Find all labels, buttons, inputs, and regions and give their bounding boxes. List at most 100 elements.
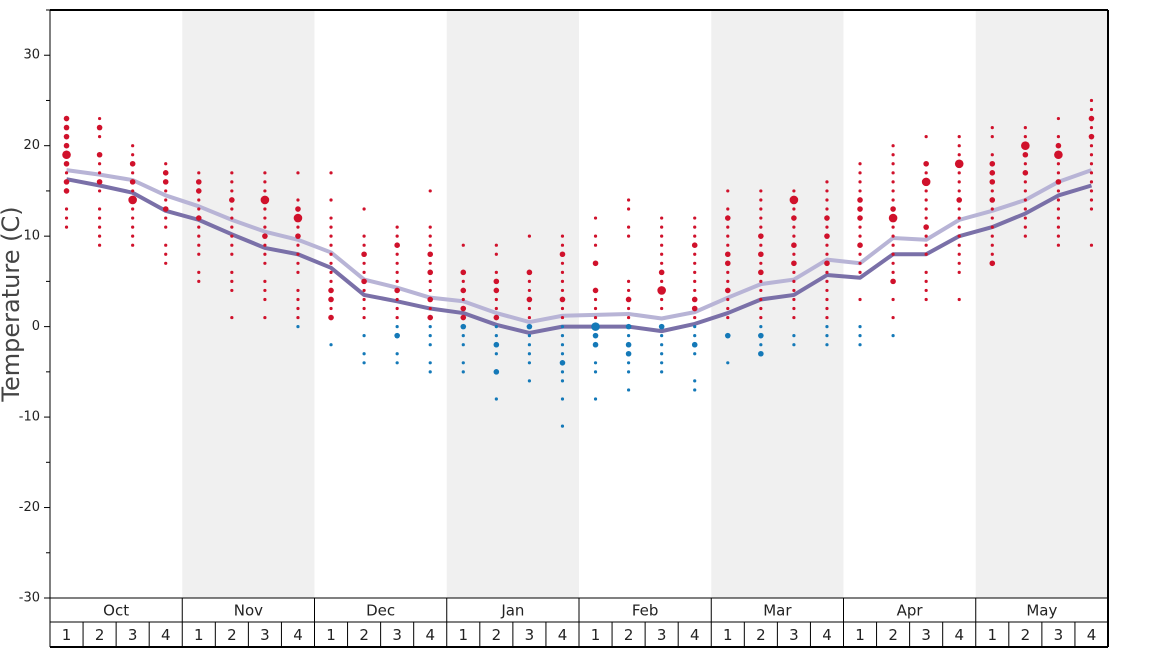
temperature-dot xyxy=(559,296,566,303)
temperature-dot xyxy=(428,225,432,229)
temperature-dot xyxy=(626,225,631,229)
temperature-dot xyxy=(592,332,599,339)
temperature-dot xyxy=(891,334,895,338)
temperature-dot xyxy=(924,279,928,283)
temperature-dot xyxy=(660,334,664,338)
temperature-dot xyxy=(263,252,267,256)
temperature-dot xyxy=(626,370,631,374)
temperature-dot xyxy=(97,243,102,247)
temperature-dot xyxy=(693,288,697,293)
temperature-dot xyxy=(990,243,994,247)
temperature-dot xyxy=(260,195,270,205)
temperature-dot xyxy=(759,306,763,311)
temperature-dot xyxy=(97,234,102,238)
temperature-dot xyxy=(527,379,532,383)
temperature-dot xyxy=(164,198,168,202)
temperature-dot xyxy=(560,279,565,283)
temperature-dot xyxy=(792,279,796,283)
temperature-dot xyxy=(891,198,895,202)
temperature-dot xyxy=(1088,133,1095,140)
month-band xyxy=(975,10,1108,598)
temperature-dot xyxy=(957,144,961,148)
temperature-dot xyxy=(989,197,996,203)
temperature-dot xyxy=(428,361,432,365)
temperature-dot xyxy=(857,206,863,212)
temperature-dot xyxy=(560,270,565,274)
temperature-dot xyxy=(1055,179,1062,185)
temperature-dot xyxy=(428,279,432,283)
temperature-dot xyxy=(660,261,664,265)
temperature-dot xyxy=(957,207,961,211)
temperature-dot xyxy=(329,252,333,256)
temperature-dot xyxy=(825,288,829,293)
temperature-dot xyxy=(726,225,730,229)
temperature-dot xyxy=(63,124,70,131)
temperature-dot xyxy=(197,207,201,211)
temperature-dot xyxy=(726,361,730,365)
temperature-dot xyxy=(494,297,498,302)
temperature-dot xyxy=(1023,135,1027,139)
temperature-dot xyxy=(691,242,698,248)
week-label: 1 xyxy=(326,626,336,644)
temperature-dot xyxy=(660,225,664,229)
temperature-dot xyxy=(328,296,334,303)
temperature-dot xyxy=(527,279,532,283)
temperature-dot xyxy=(660,234,664,238)
temperature-dot xyxy=(197,243,201,247)
temperature-dot xyxy=(296,288,300,293)
temperature-dot xyxy=(924,297,928,302)
temperature-dot xyxy=(924,243,928,247)
temperature-dot xyxy=(428,234,432,238)
temperature-dot xyxy=(693,234,697,238)
temperature-dot xyxy=(724,287,731,294)
temperature-dot xyxy=(957,261,961,265)
temperature-dot xyxy=(825,189,829,193)
temperature-dot xyxy=(97,162,102,166)
temperature-dot xyxy=(230,252,234,256)
temperature-dot xyxy=(362,207,366,211)
temperature-dot xyxy=(494,306,498,311)
week-label: 4 xyxy=(822,626,832,644)
week-label: 3 xyxy=(789,626,799,644)
temperature-dot xyxy=(527,306,532,311)
temperature-dot xyxy=(1021,141,1030,150)
temperature-dot xyxy=(230,207,234,211)
temperature-dot xyxy=(858,225,862,229)
temperature-dot xyxy=(395,352,399,356)
temperature-dot xyxy=(792,315,796,320)
temperature-dot xyxy=(362,306,366,311)
temperature-dot xyxy=(526,296,533,303)
temperature-dot xyxy=(362,270,366,274)
temperature-dot xyxy=(295,233,301,239)
temperature-dot xyxy=(858,270,862,274)
temperature-dot xyxy=(560,370,565,374)
temperature-dot xyxy=(891,144,895,148)
temperature-dot xyxy=(427,296,434,303)
temperature-dot xyxy=(494,270,498,274)
temperature-dot xyxy=(924,216,928,220)
temperature-dot xyxy=(989,179,996,185)
temperature-dot xyxy=(792,189,796,193)
week-label: 2 xyxy=(359,626,369,644)
temperature-dot xyxy=(362,334,366,338)
temperature-dot xyxy=(97,171,102,175)
temperature-dot xyxy=(1056,135,1061,139)
temperature-dot xyxy=(693,352,697,356)
month-label: Dec xyxy=(366,602,395,620)
temperature-dot xyxy=(1089,153,1094,157)
temperature-dot xyxy=(428,334,432,338)
week-label: 2 xyxy=(95,626,105,644)
temperature-dot xyxy=(560,397,565,401)
temperature-dot xyxy=(1023,126,1027,130)
temperature-dot xyxy=(921,177,931,187)
temperature-dot xyxy=(989,160,996,167)
week-label: 1 xyxy=(62,626,72,644)
temperature-dot xyxy=(691,341,698,348)
temperature-dot xyxy=(131,243,135,247)
temperature-dot xyxy=(131,234,135,238)
temperature-dot xyxy=(559,251,566,258)
temperature-dot xyxy=(263,180,267,184)
week-label: 2 xyxy=(756,626,766,644)
temperature-dot xyxy=(230,189,234,193)
